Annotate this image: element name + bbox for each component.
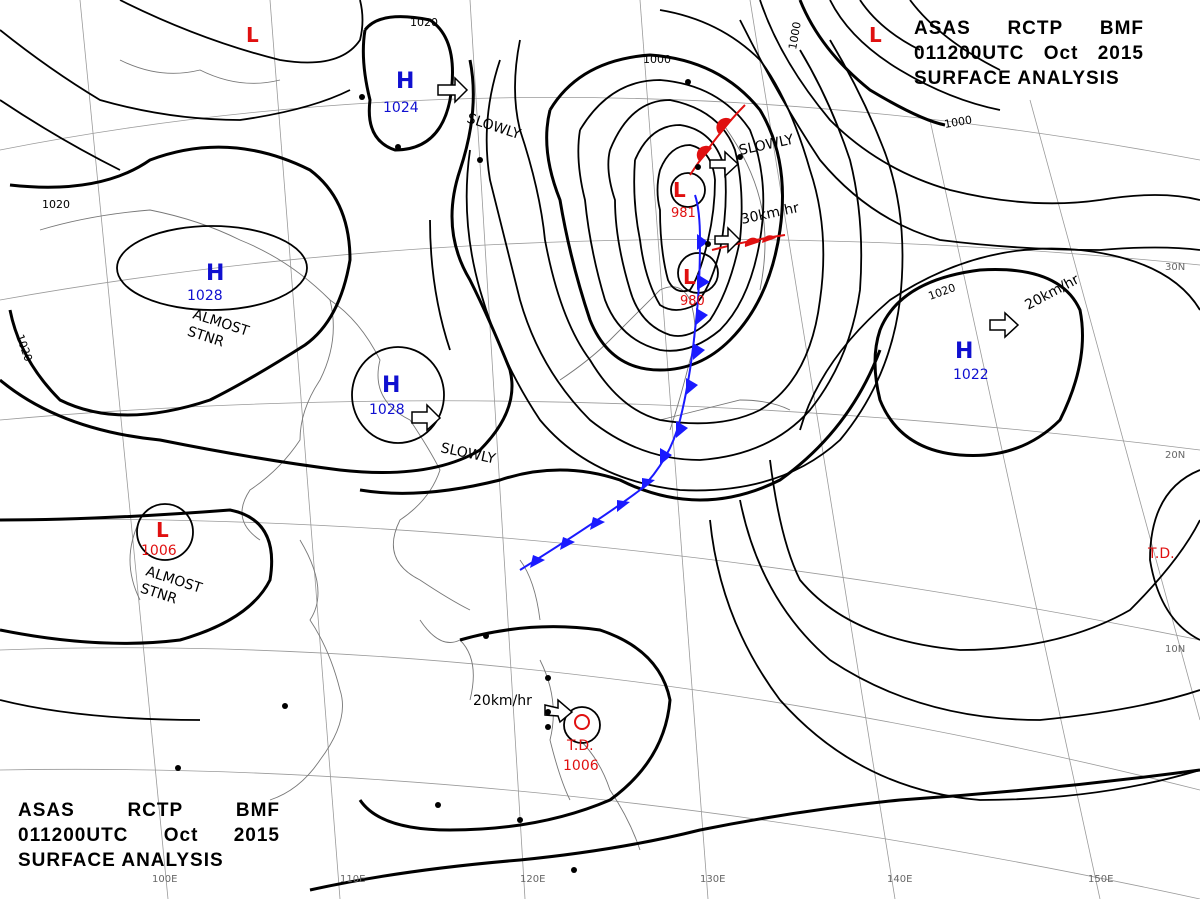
high-1028-value-b: 1028 [369, 402, 405, 418]
high-1028-value-a: 1028 [187, 288, 223, 304]
cold-front [519, 194, 710, 571]
lon-130e: 130E [700, 874, 725, 885]
low-980-letter: L [683, 265, 696, 289]
header-code: BMF [1099, 18, 1144, 39]
almost-stnr-1: ALMOSTSTNR [185, 307, 251, 357]
lat-30n: 30N [1165, 262, 1185, 273]
lon-140e: 140E [887, 874, 912, 885]
low-981-value: 981 [671, 206, 696, 221]
footer-time: 011200UTC [18, 825, 129, 846]
low-980-value: 980 [680, 294, 705, 309]
motion-labels: SLOWLY SLOWLY SLOWLY 30km/hr 20km/hr 20k… [138, 111, 1082, 709]
isobar-label-1000-top: 1000 [643, 53, 671, 66]
td-right-label: T.D. [1147, 546, 1175, 562]
header-month: Oct [1043, 43, 1079, 64]
lon-100e: 100E [152, 874, 177, 885]
header-time: 011200UTC [914, 43, 1025, 64]
header-title: SURFACE ANALYSIS [914, 68, 1120, 89]
motion-arrows [411, 76, 1020, 724]
td-symbol [574, 714, 590, 730]
header-agency: ASAS [914, 18, 971, 39]
high-1024-letter: H [396, 69, 414, 94]
isobar-label-1020-west: 1020 [13, 333, 35, 364]
low-topleft-letter: L [246, 23, 259, 47]
low-981-letter: L [673, 178, 686, 202]
header-station: RCTP [1007, 18, 1064, 39]
footer-line-2: 011200UTC Oct 2015 [18, 823, 280, 848]
header-line-1: ASAS RCTP BMF [914, 16, 1144, 41]
speed-label-30: 30km/hr [740, 200, 801, 228]
lon-110e: 110E [340, 874, 365, 885]
header-line-3: SURFACE ANALYSIS [914, 66, 1144, 91]
footer-month: Oct [163, 825, 199, 846]
isobar-label-1020-right: 1020 [927, 281, 958, 303]
coordinate-labels: 100E 110E 120E 130E 140E 150E 30N 20N 10… [152, 262, 1185, 885]
footer-line-1: ASAS RCTP BMF [18, 798, 280, 823]
high-1028-letter-b: H [382, 373, 400, 398]
lat-10n: 10N [1165, 644, 1185, 655]
footer-year: 2015 [233, 825, 280, 846]
high-1028-letter-a: H [206, 261, 224, 286]
header-year: 2015 [1097, 43, 1144, 64]
warm-front-bumps [696, 117, 776, 247]
header-line-2: 011200UTC Oct 2015 [914, 41, 1144, 66]
footer-line-3: SURFACE ANALYSIS [18, 848, 280, 873]
lat-20n: 20N [1165, 450, 1185, 461]
speed-label-20-east: 20km/hr [1022, 272, 1082, 314]
isobar-label-1000-right: 1000 [786, 21, 804, 51]
speed-label-20-south: 20km/hr [473, 693, 532, 709]
td-south-value: 1006 [563, 758, 599, 774]
header-bottom-left: ASAS RCTP BMF 011200UTC Oct 2015 SURFACE… [18, 798, 280, 873]
footer-title: SURFACE ANALYSIS [18, 850, 224, 871]
header-top-right: ASAS RCTP BMF 011200UTC Oct 2015 SURFACE… [914, 16, 1144, 91]
almost-stnr-2: ALMOSTSTNR [138, 564, 204, 614]
isobar-label-1020-left: 1020 [42, 198, 70, 211]
footer-agency: ASAS [18, 800, 75, 821]
footer-station: RCTP [127, 800, 184, 821]
station-plots [175, 79, 743, 873]
high-1024-value: 1024 [383, 100, 419, 116]
footer-code: BMF [235, 800, 280, 821]
high-1022-letter: H [955, 339, 973, 364]
low-1006-value: 1006 [141, 543, 177, 559]
high-1022-value: 1022 [953, 367, 989, 383]
td-south-label: T.D. [566, 738, 594, 754]
slowly-label-1: SLOWLY [465, 111, 523, 144]
pressure-centers: H 1024 H 1028 H 1028 H 1022 L 981 L 980 … [141, 23, 1175, 774]
low-1006-letter: L [156, 518, 169, 542]
lon-120e: 120E [520, 874, 545, 885]
isobar-label-1020-top: 1020 [410, 16, 438, 29]
low-topright-letter: L [869, 23, 882, 47]
lon-150e: 150E [1088, 874, 1113, 885]
isobar-label-1000-far: 1000 [943, 113, 973, 131]
slowly-label-3: SLOWLY [738, 132, 796, 159]
